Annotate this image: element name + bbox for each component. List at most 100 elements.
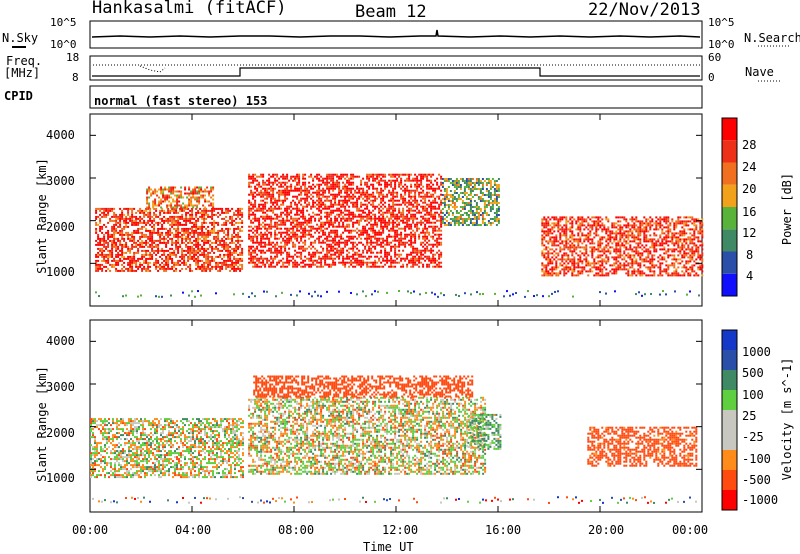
data-cell [380,191,383,194]
data-cell [237,215,240,218]
data-cell [380,231,383,234]
data-cell [404,201,407,204]
data-cell [248,251,251,254]
data-cell [308,263,311,266]
data-cell [260,185,263,188]
data-cell [290,203,293,206]
data-cell [300,257,303,260]
data-cell [229,265,232,268]
data-cell [422,235,425,238]
data-cell [258,207,261,210]
data-cell [324,183,327,186]
data-cell [302,197,305,200]
data-cell [406,217,409,220]
data-cell [133,253,136,256]
data-cell [318,231,321,234]
data-cell [294,185,297,188]
data-cell [233,257,236,260]
data-cell [392,215,395,218]
data-cell [332,211,335,214]
data-cell [366,241,369,244]
data-cell [320,197,323,200]
data-cell [190,200,193,203]
data-cell [340,261,343,264]
data-cell [414,233,417,236]
data-cell [197,227,200,230]
data-cell [174,194,177,197]
data-cell [276,233,279,236]
data-cell [344,241,347,244]
data-cell [115,231,118,234]
data-cell [312,187,315,190]
data-cell [457,182,460,184]
data-cell [254,217,257,220]
data-cell [332,249,335,252]
data-cell [175,221,178,224]
data-cell [179,269,182,272]
data-cell [169,257,172,260]
data-cell [239,243,242,246]
data-cell [262,251,265,254]
data-cell [237,233,240,236]
data-cell [495,198,498,200]
data-cell [322,229,325,232]
data-cell [213,247,216,250]
data-cell [569,234,572,237]
data-cell [571,230,574,233]
data-cell [308,203,311,206]
data-cell [398,221,401,224]
data-cell [416,221,419,224]
data-cell [392,179,395,182]
data-cell [378,243,381,246]
data-cell [430,251,433,254]
data-cell [396,191,399,194]
data-cell [360,191,363,194]
data-cell [493,192,496,194]
data-cell [264,193,267,196]
data-cell [310,247,313,250]
data-cell [563,248,566,251]
data-cell [235,233,238,236]
data-cell [115,217,118,220]
data-cell [177,261,180,264]
data-cell [294,231,297,234]
data-cell [264,203,267,206]
data-cell [203,207,206,210]
data-cell [352,249,355,252]
data-cell [145,269,148,272]
data-cell [172,200,175,203]
data-cell [141,249,144,252]
data-cell [119,233,122,236]
data-cell [416,175,419,178]
data-cell [559,238,562,241]
data-cell [292,207,295,210]
data-cell [362,263,365,266]
data-cell [189,209,192,212]
data-cell [121,213,124,216]
data-cell [314,239,317,242]
data-cell [318,179,321,182]
data-cell [256,237,259,240]
data-cell [426,203,429,206]
data-cell [154,188,157,191]
data-cell [159,209,162,212]
data-cell [282,217,285,220]
data-cell [252,231,255,234]
data-cell [360,183,363,186]
data-cell [386,259,389,262]
data-cell [386,211,389,214]
data-cell [406,201,409,204]
data-cell [175,247,178,250]
data-cell [569,222,572,225]
data-cell [203,239,206,242]
data-cell [237,253,240,256]
data-cell [186,192,189,195]
data-cell [388,183,391,186]
data-cell [203,209,206,212]
data-cell [192,190,195,193]
data-cell [420,221,423,224]
data-cell [290,175,293,178]
data-cell [352,183,355,186]
data-cell [304,215,307,218]
data-cell [141,235,144,238]
